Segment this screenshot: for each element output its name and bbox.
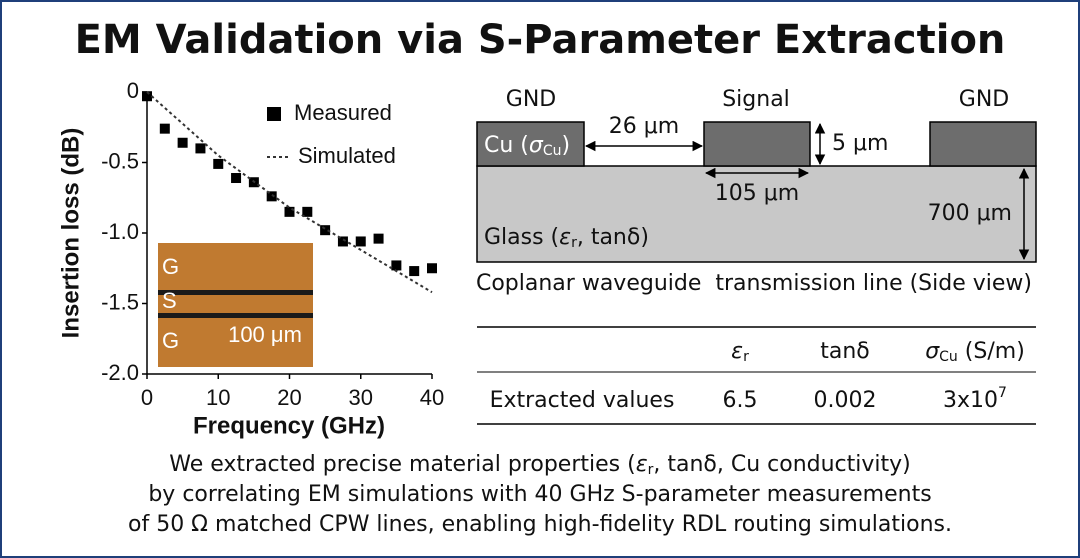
legend-label: Measured [294, 100, 392, 125]
x-tick-label: 0 [141, 385, 153, 410]
dimension-label: 26 μm [609, 114, 679, 139]
data-point [284, 206, 295, 217]
table-cell: 3x107 [943, 385, 1007, 413]
table-cell: 6.5 [723, 388, 758, 413]
text: ε [559, 225, 571, 250]
y-axis-label: Insertion loss (dB) [57, 128, 84, 339]
y-tick-label: -1.0 [101, 219, 139, 244]
subscript: r [648, 462, 654, 478]
inset-scale: 100 μm [228, 322, 302, 347]
table-cell: Extracted values [490, 388, 675, 413]
dimension-label: 105 μm [715, 181, 799, 206]
x-tick-label: 10 [206, 385, 230, 410]
inset-image [158, 243, 313, 367]
table: εr tanδ σCu (S/m) Extracted values 6.5 0… [477, 326, 1036, 425]
glass-substrate [476, 165, 1037, 263]
subscript: Cu [939, 349, 958, 365]
label: GND [506, 87, 556, 112]
slide-title: EM Validation via S-Parameter Extraction [75, 17, 1006, 63]
text: ε [636, 452, 648, 477]
data-point [213, 158, 224, 169]
text: , tanδ) [577, 225, 649, 250]
text: 3x10 [943, 388, 998, 413]
inset-line [158, 313, 313, 318]
data-point [177, 137, 188, 148]
diagram-caption: Coplanar waveguide transmission line (Si… [476, 271, 1032, 296]
data-point [373, 233, 384, 244]
data-point [195, 143, 206, 154]
label: Signal [722, 87, 790, 112]
y-tick-label: -2.0 [101, 360, 139, 385]
glass-label: Glass (εr, tanδ) [484, 225, 649, 251]
inset-label: S [162, 288, 177, 313]
text: ε [731, 339, 743, 364]
table-cell: 0.002 [814, 388, 877, 413]
data-point [337, 236, 348, 247]
text: (S/m) [958, 339, 1025, 364]
inset-line [158, 290, 313, 295]
footer-line: We extracted precise material properties… [169, 452, 911, 478]
subscript: Cu [543, 143, 562, 159]
x-axis-label: Frequency (GHz) [193, 412, 385, 439]
footer-line: of 50 Ω matched CPW lines, enabling high… [128, 512, 952, 537]
footer-line: by correlating EM simulations with 40 GH… [148, 482, 931, 507]
legend-swatch [267, 107, 281, 121]
text: We extracted precise material properties… [169, 452, 635, 477]
x-tick-label: 30 [349, 385, 373, 410]
subscript: r [571, 235, 577, 251]
signal-conductor [703, 121, 811, 167]
dimension-label: 5 μm [832, 131, 888, 156]
chart: G S G 100 μm Insertion loss (dB) Frequen… [57, 78, 444, 440]
text: Cu ( [484, 133, 529, 158]
y-tick-label: -1.5 [101, 289, 139, 314]
data-point [320, 225, 331, 236]
legend-label: Simulated [298, 143, 396, 168]
text: ) [562, 133, 571, 158]
data-line [146, 91, 433, 294]
text: Glass ( [484, 225, 559, 250]
data-point [427, 263, 437, 274]
y-tick-label: -0.5 [101, 148, 139, 173]
subscript: r [743, 349, 749, 365]
inset-label: G [162, 328, 179, 353]
diagram: GND Signal GND 26 μm 5 μm 105 μm 700 μm … [476, 87, 1037, 296]
table-header: σCu (S/m) [925, 339, 1025, 365]
data-point [409, 266, 420, 277]
dimension-label: 700 μm [928, 201, 1012, 226]
data-point [302, 206, 313, 217]
gnd-conductor [929, 121, 1037, 167]
data-point [355, 236, 366, 247]
data-point [266, 191, 277, 202]
label: GND [959, 87, 1009, 112]
data-point [391, 260, 402, 271]
footer: We extracted precise material properties… [128, 452, 952, 537]
text: σ [925, 339, 940, 364]
inset-label: G [162, 254, 179, 279]
cu-label: Cu (σCu) [484, 133, 570, 159]
data-point [159, 123, 170, 134]
gnd-conductor [476, 121, 585, 167]
data-point [231, 173, 242, 184]
text: σ [529, 133, 544, 158]
table-header: tanδ [820, 339, 870, 364]
y-tick-label: 0 [127, 78, 139, 103]
data-point [142, 91, 152, 102]
x-tick-label: 20 [277, 385, 301, 410]
superscript: 7 [998, 385, 1007, 401]
x-tick-label: 40 [420, 385, 444, 410]
table-header: εr [731, 339, 749, 365]
text: , tanδ, Cu conductivity) [653, 452, 910, 477]
